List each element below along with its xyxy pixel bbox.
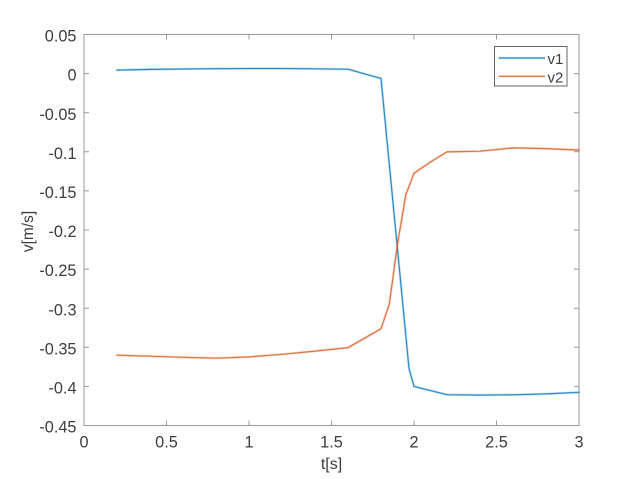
svg-text:-0.1: -0.1 [48,145,76,163]
svg-text:1: 1 [244,434,253,452]
svg-text:-0.05: -0.05 [39,106,76,124]
svg-text:0.05: 0.05 [45,28,77,46]
svg-text:v1: v1 [548,51,564,68]
svg-text:-0.15: -0.15 [39,184,76,202]
svg-text:v[m/s]: v[m/s] [20,211,37,252]
svg-text:t[s]: t[s] [321,456,342,473]
svg-text:-0.25: -0.25 [39,262,76,280]
svg-text:v2: v2 [548,69,564,86]
svg-text:0.5: 0.5 [155,434,178,452]
svg-text:1.5: 1.5 [320,434,343,452]
svg-text:0: 0 [67,67,76,85]
svg-text:-0.4: -0.4 [48,380,76,398]
svg-text:-0.3: -0.3 [48,301,76,319]
svg-text:-0.2: -0.2 [48,223,76,241]
svg-text:2: 2 [409,434,418,452]
svg-text:3: 3 [574,434,583,452]
svg-text:-0.45: -0.45 [39,419,76,437]
svg-text:2.5: 2.5 [485,434,508,452]
svg-text:0: 0 [79,434,88,452]
svg-text:-0.35: -0.35 [39,340,76,358]
